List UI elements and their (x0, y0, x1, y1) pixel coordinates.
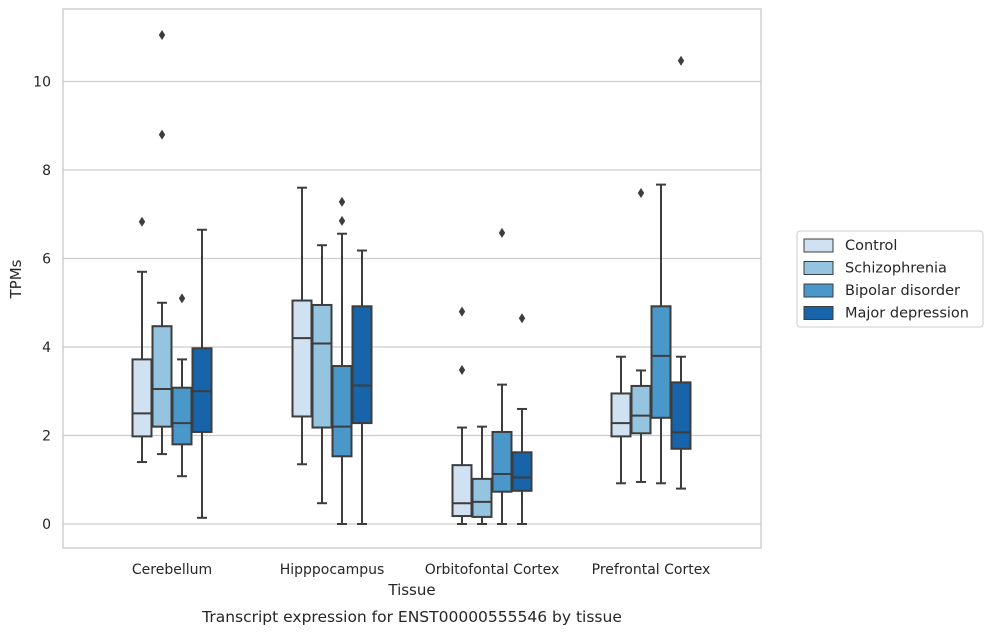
x-tick-labels: Cerebellum Hipppocampus Orbitofontal Corte… (132, 562, 710, 578)
box-schizophrenia (151, 30, 173, 456)
x-tick-label: Cerebellum (132, 562, 212, 578)
x-tick-label: Prefrontal Cortex (592, 562, 711, 578)
outlier-point (518, 313, 526, 324)
iqr-box (670, 381, 692, 450)
iqr-box (311, 303, 333, 429)
box-bipolar-disorder (171, 293, 193, 478)
iqr-box (491, 430, 513, 493)
y-tick-label: 6 (42, 252, 51, 268)
legend-swatch (803, 306, 834, 320)
chart-title: Transcript expression for ENST0000055554… (201, 608, 622, 626)
box-control (610, 355, 632, 485)
box-schizophrenia (471, 425, 493, 525)
legend-frame (796, 230, 984, 328)
plot-frame (62, 8, 762, 549)
box-major-depression (670, 55, 692, 490)
outlier-point (458, 306, 466, 317)
iqr-box (191, 347, 213, 433)
outlier-point (677, 55, 685, 66)
iqr-box (351, 305, 373, 425)
legend-swatch (803, 261, 834, 275)
iqr-box (331, 365, 353, 458)
x-tick-label: Hipppocampus (280, 562, 385, 578)
iqr-box (511, 451, 533, 492)
box-major-depression (351, 249, 373, 525)
legend-label: Schizophrenia (845, 261, 947, 277)
iqr-box (131, 358, 153, 438)
iqr-box (650, 305, 672, 419)
gridlines (63, 80, 761, 525)
outlier-point (637, 188, 645, 199)
iqr-box (471, 477, 493, 518)
outlier-point (178, 293, 186, 304)
legend-swatch (803, 283, 834, 298)
iqr-box (610, 392, 632, 438)
legend-swatch (803, 238, 834, 253)
y-tick-labels: 0 2 4 6 8 10 (33, 75, 51, 534)
outlier-point (498, 227, 506, 238)
outlier-point (338, 196, 346, 207)
x-tick-label: Orbitofontal Cortex (425, 562, 560, 578)
box-major-depression (511, 313, 533, 525)
outlier-point (458, 365, 466, 376)
y-tick-label: 0 (42, 517, 51, 533)
legend-label: Bipolar disorder (845, 283, 960, 299)
outlier-point (158, 30, 166, 41)
box-bipolar-disorder (331, 196, 353, 525)
legend: Control Schizophrenia Bipolar disorder Majo… (796, 230, 984, 328)
iqr-box (171, 386, 193, 446)
y-tick-label: 2 (42, 429, 51, 445)
iqr-box (451, 464, 473, 518)
outlier-point (138, 216, 146, 227)
y-tick-label: 8 (42, 163, 51, 179)
boxes (131, 30, 692, 525)
box-schizophrenia (311, 244, 333, 505)
box-major-depression (191, 228, 213, 519)
x-axis-label: Tissue (387, 581, 435, 599)
box-control (131, 216, 153, 464)
legend-label: Major depression (845, 306, 969, 322)
box-bipolar-disorder (650, 183, 672, 485)
box-bipolar-disorder (491, 227, 513, 525)
y-tick-label: 10 (33, 75, 51, 91)
iqr-box (630, 384, 652, 435)
y-tick-label: 4 (42, 340, 51, 356)
iqr-box (151, 325, 173, 428)
box-control (291, 186, 313, 466)
outlier-point (338, 215, 346, 226)
iqr-box (291, 299, 313, 418)
legend-label: Control (845, 238, 897, 254)
outlier-point (158, 129, 166, 140)
box-schizophrenia (630, 188, 652, 483)
y-axis-label: TPMs (7, 259, 25, 299)
box-control (451, 306, 473, 525)
